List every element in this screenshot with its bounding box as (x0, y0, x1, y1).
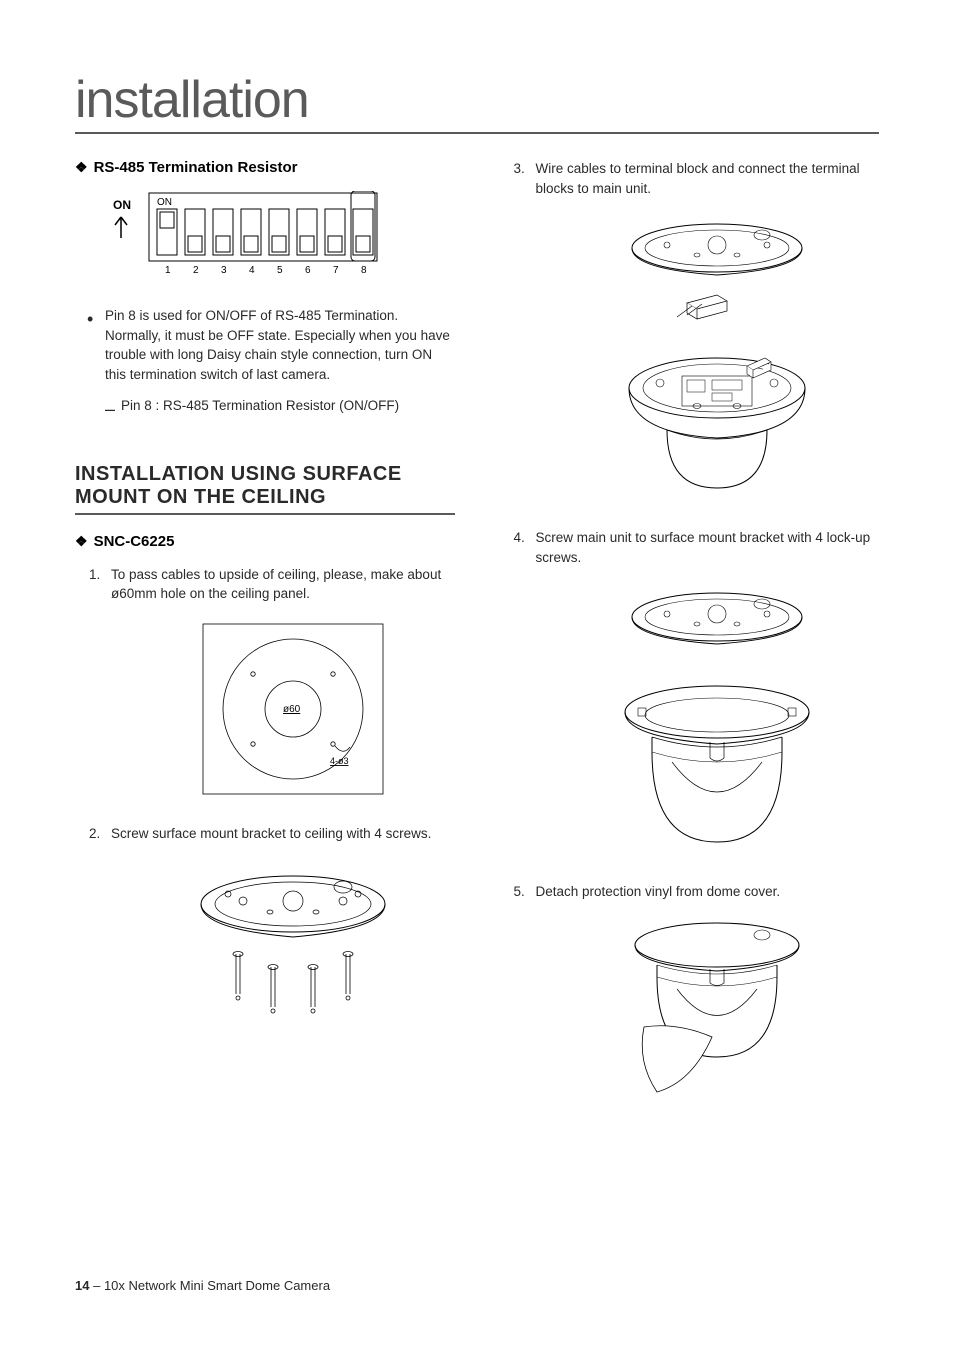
left-column: RS-485 Termination Resistor ON ON (75, 159, 455, 1132)
model-heading: SNC-C6225 (75, 533, 455, 550)
svg-text:4: 4 (249, 265, 255, 276)
rs485-bullets: Pin 8 is used for ON/OFF of RS-485 Termi… (87, 306, 455, 416)
rs485-subitem: Pin 8 : RS-485 Termination Resistor (ON/… (105, 396, 455, 416)
svg-text:2: 2 (193, 265, 199, 276)
svg-text:1: 1 (165, 265, 171, 276)
step-2-num: 2. (89, 824, 100, 844)
right-column: 3. Wire cables to terminal block and con… (500, 159, 880, 1132)
up-arrow-icon (115, 217, 127, 238)
step-3-text: Wire cables to terminal block and connec… (536, 161, 860, 196)
rs485-heading: RS-485 Termination Resistor (75, 159, 455, 176)
rs485-heading-text: RS-485 Termination Resistor (94, 159, 298, 176)
footer-label: 10x Network Mini Smart Dome Camera (104, 1278, 330, 1293)
rs485-bullet-1: Pin 8 is used for ON/OFF of RS-485 Termi… (87, 306, 455, 416)
rs485-sublist: Pin 8 : RS-485 Termination Resistor (ON/… (105, 396, 455, 416)
dip-on-side-label: ON (113, 198, 131, 212)
content-columns: RS-485 Termination Resistor ON ON (75, 159, 879, 1132)
svg-text:6: 6 (305, 265, 311, 276)
footer-sep: – (89, 1278, 103, 1293)
step-3-num: 3. (514, 159, 525, 179)
step-2-text: Screw surface mount bracket to ceiling w… (111, 826, 431, 841)
lockup-figure (556, 582, 880, 857)
vinyl-figure (556, 917, 880, 1107)
bracket-top (201, 876, 385, 932)
svg-text:7: 7 (333, 265, 339, 276)
svg-text:8: 8 (361, 265, 367, 276)
right-steps: 3. Wire cables to terminal block and con… (514, 159, 880, 1107)
left-steps: 1. To pass cables to upside of ceiling, … (89, 565, 455, 1039)
wiring-figure (556, 213, 880, 503)
step-3: 3. Wire cables to terminal block and con… (514, 159, 880, 503)
step-4-text: Screw main unit to surface mount bracket… (536, 530, 871, 565)
vinyl-sheet (642, 1026, 712, 1092)
step-1-text: To pass cables to upside of ceiling, ple… (111, 567, 441, 602)
dip-on-label: ON (157, 197, 172, 208)
step-5-num: 5. (514, 882, 525, 902)
step-4: 4. Screw main unit to surface mount brac… (514, 528, 880, 857)
step-4-num: 4. (514, 528, 525, 548)
page-title: installation (75, 70, 879, 134)
dip-switch-diagram: ON ON (105, 191, 455, 286)
template-60-label: ø60 (283, 704, 301, 715)
svg-text:5: 5 (277, 265, 283, 276)
step-5-text: Detach protection vinyl from dome cover. (536, 884, 781, 899)
rs485-body-text: Pin 8 is used for ON/OFF of RS-485 Termi… (105, 308, 450, 382)
svg-text:3: 3 (221, 265, 227, 276)
pin8-highlight (351, 191, 375, 261)
step-5: 5. Detach protection vinyl from dome cov… (514, 882, 880, 1107)
step-1-num: 1. (89, 565, 100, 585)
model-heading-text: SNC-C6225 (94, 533, 175, 550)
section-heading: INSTALLATION USING SURFACE MOUNT ON THE … (75, 463, 455, 515)
bracket-screw-figure (131, 859, 455, 1039)
dip-switches (157, 191, 375, 261)
page-number: 14 (75, 1278, 89, 1293)
ceiling-template-figure: ø60 4-ø3 (131, 619, 455, 799)
step-2: 2. Screw surface mount bracket to ceilin… (89, 824, 455, 1039)
dip-outer-rect (149, 193, 377, 261)
screws (233, 951, 353, 1013)
terminal-block (677, 295, 727, 319)
page-footer: 14 – 10x Network Mini Smart Dome Camera (75, 1278, 330, 1293)
step-1: 1. To pass cables to upside of ceiling, … (89, 565, 455, 799)
template-4o3-label: 4-ø3 (330, 756, 349, 766)
